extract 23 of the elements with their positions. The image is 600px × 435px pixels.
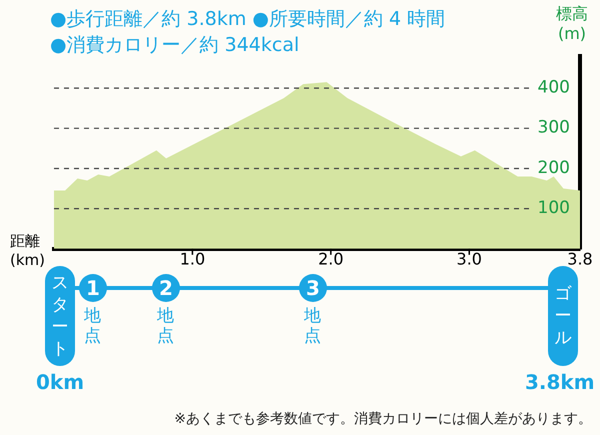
chart-title: ●歩行距離／約 3.8km ●所要時間／約 4 時間 [50, 7, 446, 32]
x-tick-label: 3.8 [567, 250, 593, 269]
y-tick-label: 400 [538, 78, 570, 98]
text: 1 [79, 274, 107, 302]
y-tick-label: 100 [538, 198, 570, 218]
text: 0km [36, 370, 84, 394]
text: 地点 [84, 306, 102, 346]
x-tick-label: 3.0 [456, 250, 482, 269]
text: ※あくまでも参考数値です。消費カロリーには個人差があります。 [174, 410, 592, 428]
text: 3 [299, 274, 327, 302]
y-axis-title: 標高 (m) [555, 4, 589, 44]
y-tick-label: 300 [538, 118, 570, 138]
x-axis-title: 距離 (km) [10, 232, 46, 270]
text: スタート [51, 272, 69, 360]
x-tick-label: 1.0 [180, 250, 206, 269]
text: 3.8km [525, 370, 595, 394]
x-tick-label: 2.0 [318, 250, 344, 269]
text: ゴール [554, 283, 572, 349]
text: 地点 [304, 306, 322, 346]
text: 2 [152, 274, 180, 302]
chart-subtitle: ●消費カロリー／約 344kcal [50, 33, 300, 58]
y-tick-label: 200 [538, 158, 570, 178]
text: 地点 [157, 306, 175, 346]
